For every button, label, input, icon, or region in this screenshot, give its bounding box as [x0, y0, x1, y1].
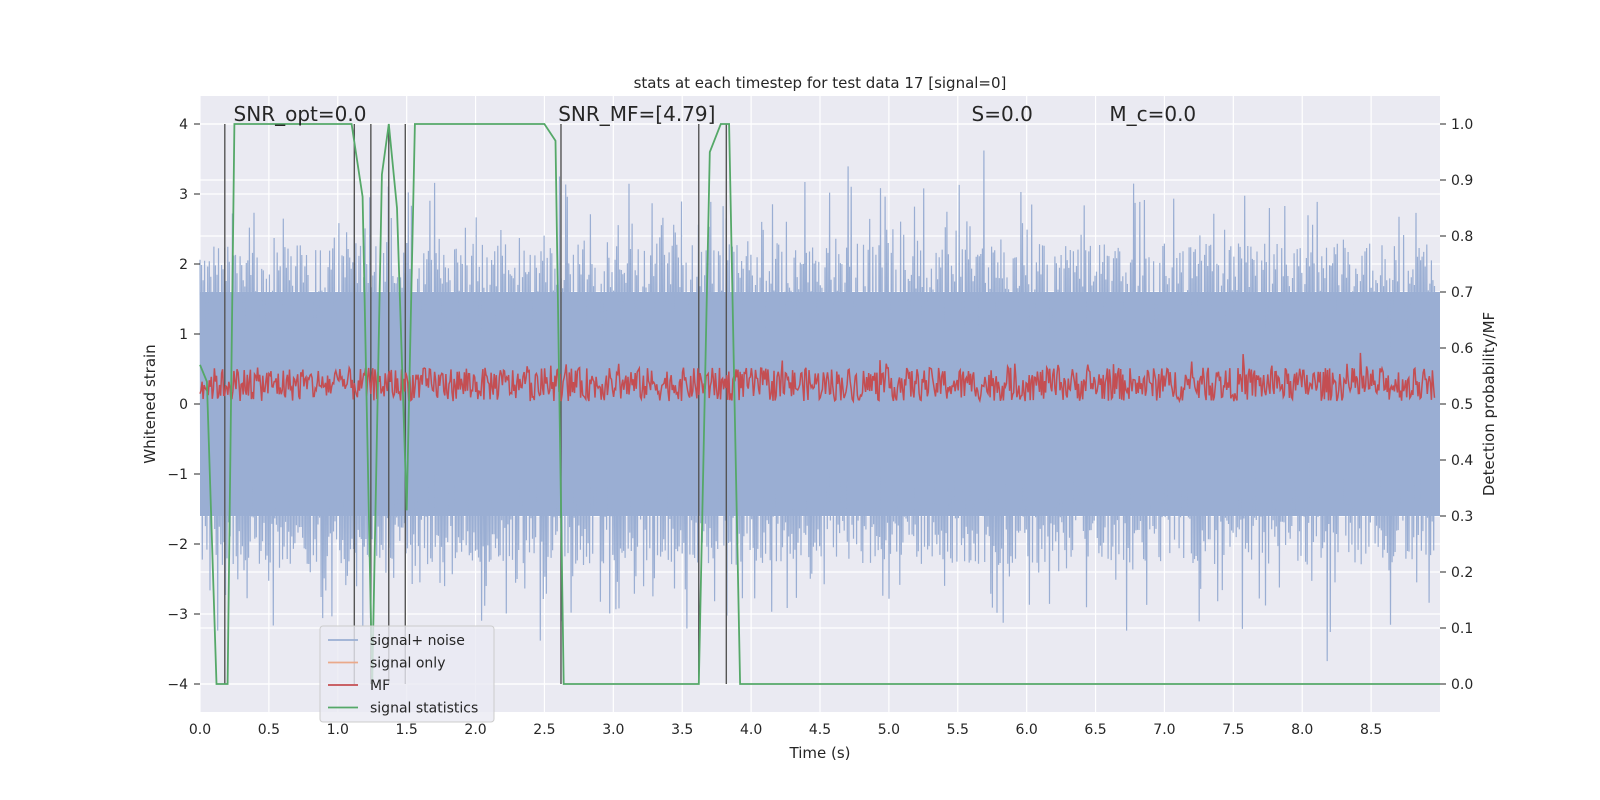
x-tick-label: 1.0 — [327, 722, 349, 738]
y2-tick-label: 0.9 — [1451, 173, 1473, 189]
x-tick-label: 0.5 — [258, 722, 280, 738]
y-axis-ticks: −4 −3 −2 −1 0 1 2 3 4 — [167, 117, 200, 693]
mf-line — [199, 352, 1436, 404]
y-tick-label: −2 — [167, 537, 188, 553]
annotation: M_c=0.0 — [1109, 102, 1196, 126]
legend: signal+ noise signal only MF signal statist… — [319, 625, 495, 723]
y2-tick-label: 0.6 — [1451, 341, 1473, 357]
x-tick-label: 7.0 — [1153, 722, 1175, 738]
annotation: S=0.0 — [972, 102, 1033, 126]
y-tick-label: 1 — [179, 327, 188, 343]
y-tick-label: −4 — [167, 677, 188, 693]
x-tick-label: 6.5 — [1084, 722, 1106, 738]
legend-frame — [319, 625, 495, 723]
y2-axis-ticks: 0.0 0.1 0.2 0.3 0.4 0.5 0.6 0.7 0.8 0.9 1.0 — [1440, 117, 1473, 693]
y2-tick-label: 0.5 — [1451, 397, 1473, 413]
x-tick-label: 6.0 — [1016, 722, 1038, 738]
legend-label: signal only — [370, 656, 445, 672]
x-tick-label: 0.0 — [189, 722, 211, 738]
x-tick-label: 2.0 — [464, 722, 486, 738]
y2-tick-label: 0.8 — [1451, 229, 1473, 245]
x-tick-label: 5.5 — [947, 722, 969, 738]
y-tick-label: −3 — [167, 607, 188, 623]
x-tick-label: 4.0 — [740, 722, 762, 738]
y2-tick-label: 0.4 — [1451, 453, 1473, 469]
annotation: SNR_MF=[4.79] — [558, 102, 715, 126]
y2-axis-label: Detection probability/MF — [1480, 312, 1498, 496]
annotation: SNR_opt=0.0 — [234, 102, 367, 126]
y-axis-label: Whitened strain — [141, 344, 159, 463]
x-tick-label: 3.5 — [671, 722, 693, 738]
y2-tick-label: 0.0 — [1451, 677, 1473, 693]
series-mf — [199, 352, 1436, 404]
y2-tick-label: 1.0 — [1451, 117, 1473, 133]
x-tick-label: 3.0 — [602, 722, 624, 738]
x-axis-ticks: 0.0 0.5 1.0 1.5 2.0 2.5 3.0 3.5 4.0 4.5 5.0 5.5 6.0 6… — [189, 722, 1382, 738]
y2-tick-label: 0.3 — [1451, 509, 1473, 525]
signal-statistics-line — [199, 123, 1440, 685]
event-markers — [224, 124, 728, 684]
series-signal-statistics — [199, 123, 1440, 685]
y-tick-label: 0 — [179, 397, 188, 413]
chart-title: stats at each timestep for test data 17 … — [634, 74, 1007, 92]
x-tick-label: 2.5 — [533, 722, 555, 738]
y2-tick-label: 0.7 — [1451, 285, 1473, 301]
y2-tick-label: 0.1 — [1451, 621, 1473, 637]
y-tick-label: −1 — [167, 467, 188, 483]
x-tick-label: 7.5 — [1222, 722, 1244, 738]
y-tick-label: 4 — [179, 117, 188, 133]
legend-label: signal statistics — [370, 701, 478, 717]
x-tick-label: 1.5 — [396, 722, 418, 738]
y2-tick-label: 0.2 — [1451, 565, 1473, 581]
y-tick-label: 3 — [179, 187, 188, 203]
legend-label: signal+ noise — [370, 633, 465, 649]
x-tick-label: 8.0 — [1291, 722, 1313, 738]
x-tick-label: 4.5 — [809, 722, 831, 738]
x-axis-label: Time (s) — [789, 744, 851, 762]
x-tick-label: 8.5 — [1360, 722, 1382, 738]
annotations: SNR_opt=0.0 SNR_MF=[4.79] S=0.0 M_c=0.0 — [234, 102, 1197, 126]
y-tick-label: 2 — [179, 257, 188, 273]
x-tick-label: 5.0 — [878, 722, 900, 738]
legend-label: MF — [370, 678, 390, 694]
